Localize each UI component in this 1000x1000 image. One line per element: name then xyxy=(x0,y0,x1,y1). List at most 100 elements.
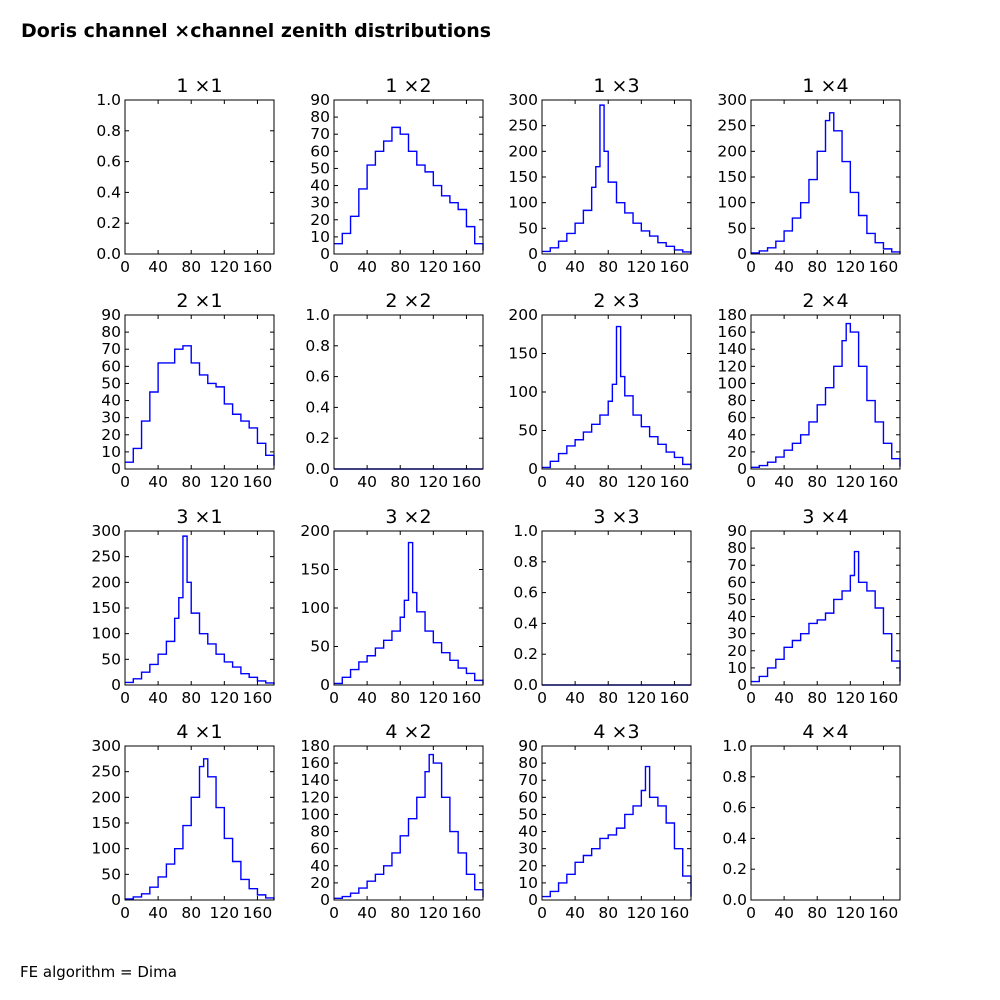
axes-frame xyxy=(124,99,275,255)
y-tick-label: 0 xyxy=(111,460,121,478)
x-tick-label: 0 xyxy=(329,689,339,707)
panel-1: 1 ×1 0 40 80 120 160 0.0 0.2 0.4 0.6 0.8 1.0 xyxy=(96,75,275,276)
y-tick-label: 70 xyxy=(727,556,747,574)
y-tick-label: 30 xyxy=(310,194,330,212)
y-tick-label: 60 xyxy=(727,573,747,591)
panel-title: 1 ×4 xyxy=(802,75,848,97)
axes-frame xyxy=(333,99,484,255)
panel-9: 3 ×1 0 40 80 120 160 0 50 100 150 200 250 300 xyxy=(91,506,275,707)
y-tick-label: 200 xyxy=(508,306,538,324)
y-tick-label: 180 xyxy=(717,306,747,324)
x-tick-label: 40 xyxy=(774,258,794,276)
x-tick-label: 120 xyxy=(210,473,240,491)
panel-title: 3 ×1 xyxy=(176,506,222,528)
x-tick-label: 0 xyxy=(120,689,130,707)
x-tick-label: 40 xyxy=(565,473,585,491)
x-tick-label: 160 xyxy=(660,258,690,276)
x-tick-label: 0 xyxy=(120,904,130,922)
x-tick-label: 160 xyxy=(243,904,273,922)
y-tick-label: 100 xyxy=(508,383,538,401)
y-tick-label: 100 xyxy=(508,194,538,212)
y-tick-label: 1.0 xyxy=(722,737,747,755)
y-tick-label: 40 xyxy=(727,426,747,444)
x-tick-label: 0 xyxy=(329,904,339,922)
y-tick-label: 200 xyxy=(717,142,747,160)
y-tick-label: 0.2 xyxy=(513,645,538,663)
y-tick-label: 0 xyxy=(320,891,330,909)
y-tick-label: 0 xyxy=(528,460,538,478)
y-tick-label: 0.0 xyxy=(96,245,121,263)
panel-title: 4 ×3 xyxy=(593,721,639,743)
panel-title: 2 ×3 xyxy=(593,290,639,312)
y-tick-label: 0.2 xyxy=(96,214,121,232)
y-tick-label: 70 xyxy=(101,340,121,358)
y-tick-label: 1.0 xyxy=(513,522,538,540)
x-tick-label: 40 xyxy=(357,904,377,922)
y-tick-label: 250 xyxy=(717,117,747,135)
x-tick-label: 160 xyxy=(452,258,482,276)
x-tick-label: 160 xyxy=(243,689,273,707)
x-tick-label: 120 xyxy=(836,258,866,276)
x-tick-label: 80 xyxy=(598,258,618,276)
x-tick-label: 0 xyxy=(120,258,130,276)
y-tick-label: 150 xyxy=(91,599,121,617)
x-tick-label: 160 xyxy=(452,689,482,707)
axes-frame xyxy=(750,314,901,470)
x-tick-label: 160 xyxy=(243,258,273,276)
y-tick-label: 90 xyxy=(727,522,747,540)
y-tick-label: 0 xyxy=(528,891,538,909)
series-line xyxy=(334,753,484,899)
x-tick-label: 120 xyxy=(627,689,657,707)
y-tick-label: 50 xyxy=(518,805,538,823)
y-tick-label: 10 xyxy=(518,874,538,892)
panel-title: 3 ×3 xyxy=(593,506,639,528)
series-line xyxy=(125,535,275,685)
y-tick-label: 40 xyxy=(310,177,330,195)
x-tick-label: 80 xyxy=(598,473,618,491)
y-tick-label: 150 xyxy=(508,345,538,363)
x-tick-label: 80 xyxy=(807,689,827,707)
x-tick-label: 80 xyxy=(390,258,410,276)
x-tick-label: 160 xyxy=(452,473,482,491)
y-tick-label: 40 xyxy=(310,857,330,875)
y-tick-label: 1.0 xyxy=(96,91,121,109)
x-tick-label: 80 xyxy=(181,258,201,276)
y-tick-label: 0.2 xyxy=(722,860,747,878)
x-tick-label: 40 xyxy=(148,689,168,707)
y-tick-label: 30 xyxy=(727,625,747,643)
y-tick-label: 0 xyxy=(528,245,538,263)
x-tick-label: 160 xyxy=(243,473,273,491)
x-tick-label: 160 xyxy=(660,689,690,707)
y-tick-label: 0.2 xyxy=(305,429,330,447)
panel-4: 1 ×4 0 40 80 120 160 0 50 100 150 200 250 300 xyxy=(717,75,901,276)
x-tick-label: 40 xyxy=(565,904,585,922)
panel-11: 3 ×3 0 40 80 120 160 0.0 0.2 0.4 0.6 0.8 1.0 xyxy=(513,506,692,707)
y-tick-label: 180 xyxy=(300,737,330,755)
y-tick-label: 0 xyxy=(320,245,330,263)
y-tick-label: 10 xyxy=(101,443,121,461)
x-tick-label: 80 xyxy=(181,473,201,491)
y-tick-label: 50 xyxy=(101,865,121,883)
y-tick-label: 120 xyxy=(717,357,747,375)
y-tick-label: 100 xyxy=(91,840,121,858)
y-tick-label: 50 xyxy=(518,422,538,440)
x-tick-label: 80 xyxy=(390,904,410,922)
y-tick-label: 20 xyxy=(101,426,121,444)
panel-3: 1 ×3 0 40 80 120 160 0 50 100 150 200 250 300 xyxy=(508,75,692,276)
x-tick-label: 0 xyxy=(537,258,547,276)
y-tick-label: 60 xyxy=(310,142,330,160)
x-tick-label: 80 xyxy=(807,473,827,491)
figure-footer: FE algorithm = Dima xyxy=(20,963,177,981)
x-tick-label: 0 xyxy=(329,258,339,276)
y-tick-label: 0.6 xyxy=(513,584,538,602)
x-tick-label: 120 xyxy=(836,904,866,922)
y-tick-label: 160 xyxy=(300,754,330,772)
x-tick-label: 80 xyxy=(598,904,618,922)
x-tick-label: 120 xyxy=(210,904,240,922)
y-tick-label: 90 xyxy=(518,737,538,755)
x-tick-label: 120 xyxy=(419,904,449,922)
